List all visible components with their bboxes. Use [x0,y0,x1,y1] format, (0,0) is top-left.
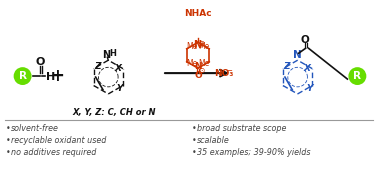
Text: •: • [192,136,197,145]
Text: Me: Me [186,59,197,68]
Circle shape [349,67,366,85]
Text: 35 examples; 39-90% yields: 35 examples; 39-90% yields [197,148,310,157]
Text: H: H [109,49,116,58]
Circle shape [14,67,32,85]
Text: N: N [194,62,202,71]
Text: NHAc: NHAc [184,9,212,18]
Text: Y: Y [306,84,313,93]
Text: H: H [45,72,55,82]
Text: −: − [225,67,232,76]
Text: ⊙: ⊙ [199,66,205,75]
Text: scalable: scalable [197,136,230,145]
Text: •: • [6,124,11,133]
Text: N: N [102,50,110,60]
Text: Me: Me [198,42,210,51]
Text: •: • [192,148,197,157]
Text: R: R [353,71,361,81]
Text: N: N [193,40,201,50]
Text: Me: Me [198,59,210,68]
Text: •: • [6,148,11,157]
Text: X, Y, Z: C, CH or N: X, Y, Z: C, CH or N [73,108,156,117]
Text: •: • [6,136,11,145]
Text: •: • [192,124,197,133]
Text: broad substrate scope: broad substrate scope [197,124,287,133]
Text: O: O [36,57,45,67]
Text: X: X [304,64,311,73]
Text: Me: Me [186,42,197,51]
Text: Y: Y [117,84,123,93]
Text: Z: Z [94,62,101,71]
Text: X: X [115,64,121,73]
Text: solvent-free: solvent-free [11,124,59,133]
Text: NO₃: NO₃ [214,69,233,78]
Text: no additives required: no additives required [11,148,96,157]
Text: R: R [19,71,26,81]
Text: ⊕: ⊕ [199,39,205,48]
Text: Z: Z [284,62,290,71]
Text: recyclable oxidant used: recyclable oxidant used [11,136,106,145]
Text: O: O [300,35,309,45]
Text: +: + [51,67,64,85]
Text: O: O [194,71,202,80]
Text: N: N [293,50,302,60]
